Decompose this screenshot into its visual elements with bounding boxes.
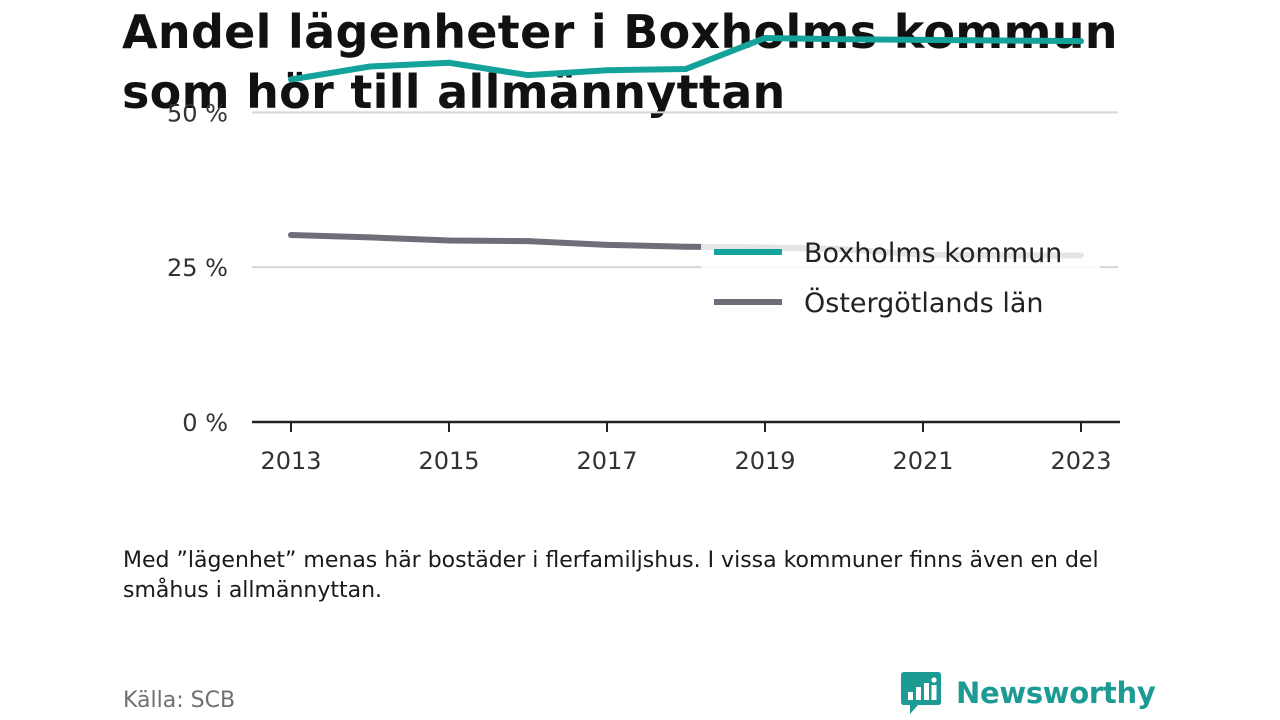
x-tick-label: 2021 [892, 447, 953, 475]
x-axis: 2013 2015 2017 2019 2021 2023 [252, 420, 1120, 475]
series-point-1 [446, 237, 452, 244]
brand-name: Newsworthy [956, 676, 1156, 710]
y-tick-label: 0 % [182, 409, 228, 437]
x-tick-label: 2023 [1050, 447, 1111, 475]
series-point-0 [683, 65, 689, 72]
series-point-1 [288, 231, 294, 238]
x-tick-label: 2017 [576, 447, 637, 475]
series-point-0 [288, 76, 294, 83]
series-line-0 [290, 35, 1082, 83]
x-tick-label: 2019 [734, 447, 795, 475]
series-point-0 [367, 63, 373, 70]
series-point-0 [525, 72, 531, 79]
x-tick-label: 2013 [260, 447, 321, 475]
legend-label-boxholms: Boxholms kommun [804, 238, 1062, 269]
series-point-1 [683, 243, 689, 250]
legend-label-ostergotland: Östergötlands län [804, 287, 1044, 319]
chart-title: Andel lägenheter i Boxholms kommun som h… [122, 5, 1118, 119]
series-point-1 [367, 234, 373, 241]
footnote: Med ”lägenhet” menas här bostäder i fler… [123, 548, 1099, 603]
newsworthy-brand[interactable]: Newsworthy [900, 670, 1156, 716]
series-point-1 [604, 241, 610, 248]
series-point-0 [1078, 38, 1084, 45]
series-point-0 [999, 37, 1005, 44]
x-tick-label: 2015 [418, 447, 479, 475]
line-chart: 0 % 25 % 50 % Boxholms kommun Östergötland… [167, 35, 1120, 475]
series-point-0 [920, 36, 926, 43]
y-tick-label: 25 % [167, 254, 228, 282]
newsworthy-logo-icon [901, 672, 941, 714]
source-label: Källa: SCB [123, 688, 236, 713]
series-point-0 [762, 35, 768, 41]
series-point-1 [525, 238, 531, 245]
legend: Boxholms kommun Östergötlands län [701, 222, 1100, 334]
y-tick-label: 50 % [167, 99, 228, 127]
series-point-0 [604, 67, 610, 74]
series-point-0 [446, 59, 452, 66]
series-point-0 [841, 36, 847, 43]
legend-background [701, 222, 1100, 334]
